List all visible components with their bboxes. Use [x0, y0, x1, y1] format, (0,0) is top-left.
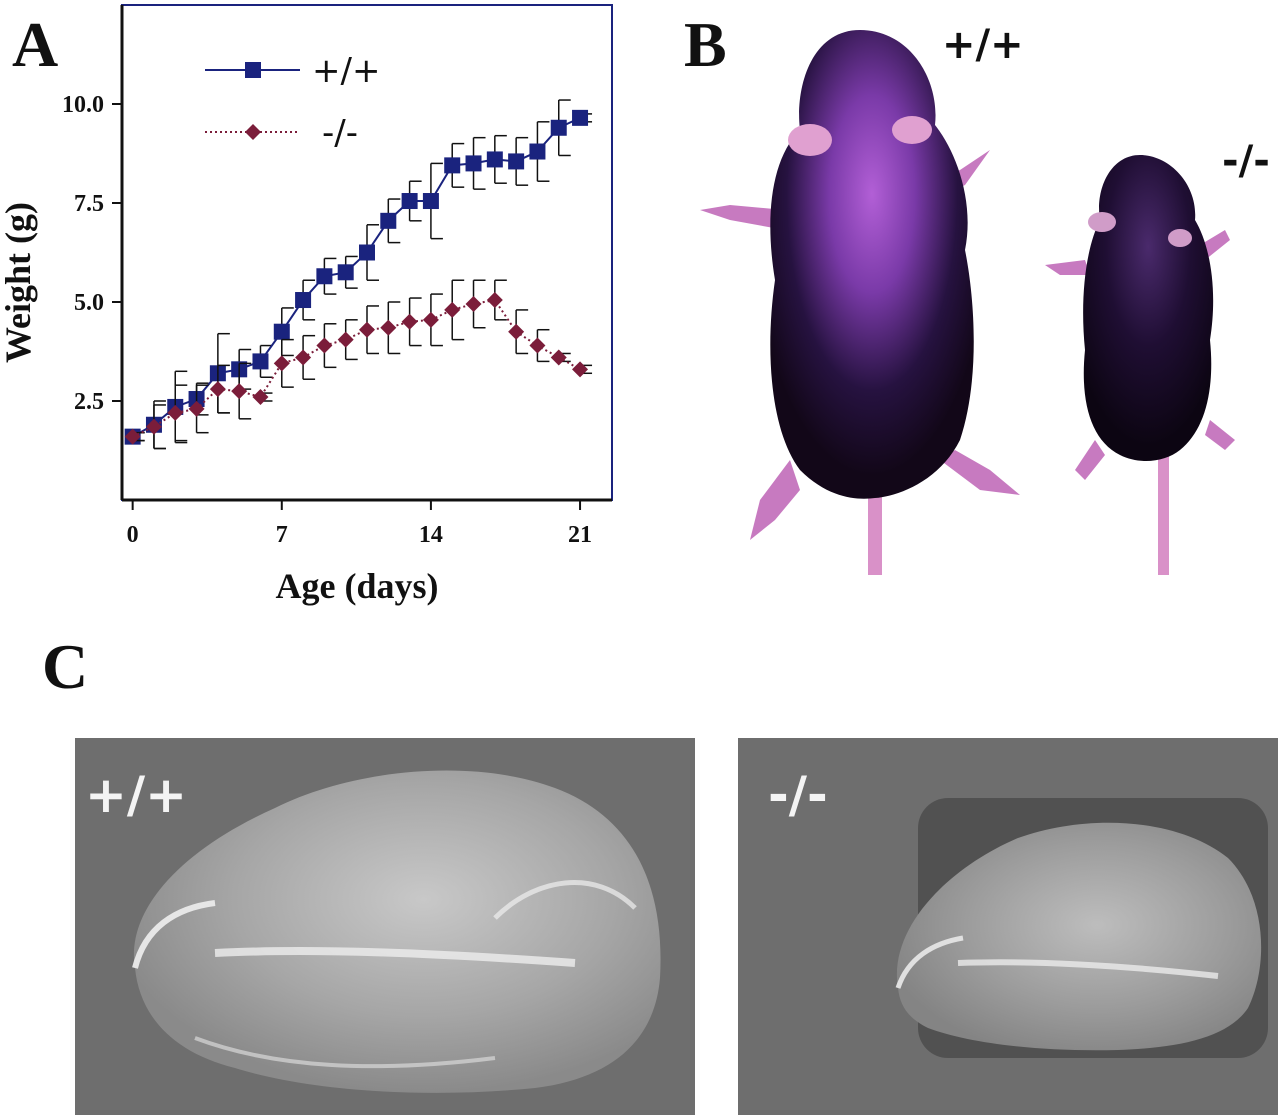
- data-point-knockout: [380, 319, 397, 336]
- data-point-wildtype: [444, 157, 461, 174]
- series-line-wildtype: [132, 116, 581, 438]
- data-point-wildtype: [508, 153, 525, 170]
- skull-knockout-label: -/-: [768, 766, 828, 824]
- y-axis-label: Weight (g): [0, 202, 38, 363]
- x-tick-label: 0: [127, 522, 139, 548]
- data-point-knockout: [508, 323, 525, 340]
- skull-wildtype-label: +/+: [85, 766, 188, 824]
- data-point-wildtype: [359, 244, 375, 261]
- data-point-wildtype: [337, 264, 354, 281]
- y-tick-label: 5.0: [74, 290, 104, 316]
- skull-xray-knockout-image: -/-: [738, 738, 1278, 1115]
- data-point-knockout: [252, 389, 269, 406]
- data-point-knockout: [295, 349, 312, 366]
- data-point-knockout: [401, 313, 418, 330]
- skull-xray-wildtype-image: +/+: [75, 738, 695, 1115]
- x-tick-label: 14: [419, 522, 443, 548]
- data-point-knockout: [572, 361, 589, 378]
- series-knockout: [124, 279, 593, 450]
- legend-label-knockout: -/-: [322, 113, 358, 153]
- data-point-knockout: [422, 311, 439, 328]
- y-tick-label: 10.0: [62, 92, 104, 118]
- weight-chart: 2.5 5.0 7.5 10.0 0 7 14 21 +/+ -/- Age (days) Wei…: [0, 4, 613, 606]
- panel-label-c: C: [42, 631, 89, 702]
- data-point-knockout: [124, 428, 141, 445]
- data-point-wildtype: [465, 155, 482, 172]
- data-point-wildtype: [380, 212, 397, 229]
- data-point-wildtype: [245, 62, 261, 78]
- legend-label-wildtype: +/+: [312, 51, 380, 91]
- data-point-knockout: [359, 321, 375, 338]
- y-tick-label: 7.5: [74, 191, 104, 217]
- data-point-knockout: [209, 381, 226, 398]
- data-point-wildtype: [295, 292, 312, 309]
- panel-label-b: B: [684, 9, 727, 80]
- mouse-knockout-image: [1040, 150, 1240, 585]
- data-point-knockout: [273, 355, 290, 372]
- data-point-knockout: [316, 337, 333, 354]
- x-tick-label: 21: [568, 522, 592, 548]
- series-line-knockout: [132, 298, 581, 438]
- data-point-knockout: [550, 349, 567, 366]
- series-wildtype: [124, 99, 593, 450]
- data-point-knockout: [231, 383, 248, 400]
- data-point-wildtype: [486, 151, 503, 168]
- mouse-knockout-label: -/-: [1222, 138, 1270, 184]
- data-point-knockout: [529, 337, 546, 354]
- data-point-knockout: [188, 400, 205, 417]
- data-point-wildtype: [316, 268, 333, 285]
- data-point-knockout: [167, 404, 184, 421]
- panel-label-a: A: [12, 9, 59, 80]
- mouse-wildtype-image: [690, 20, 1030, 585]
- data-point-wildtype: [401, 193, 418, 210]
- data-point-wildtype: [422, 193, 439, 210]
- data-point-knockout: [145, 418, 162, 435]
- data-point-knockout: [245, 124, 261, 140]
- y-tick-label: 2.5: [74, 389, 104, 415]
- data-point-knockout: [337, 331, 354, 348]
- data-point-wildtype: [529, 143, 546, 160]
- data-point-knockout: [465, 295, 482, 312]
- x-axis-label: Age (days): [276, 566, 439, 606]
- data-point-wildtype: [550, 119, 567, 136]
- data-point-knockout: [486, 292, 503, 309]
- data-point-knockout: [444, 301, 461, 318]
- x-tick-label: 7: [276, 522, 288, 548]
- data-point-wildtype: [572, 109, 589, 126]
- mouse-wildtype-label: +/+: [942, 22, 1024, 68]
- data-point-wildtype: [273, 323, 290, 340]
- data-point-wildtype: [252, 353, 269, 370]
